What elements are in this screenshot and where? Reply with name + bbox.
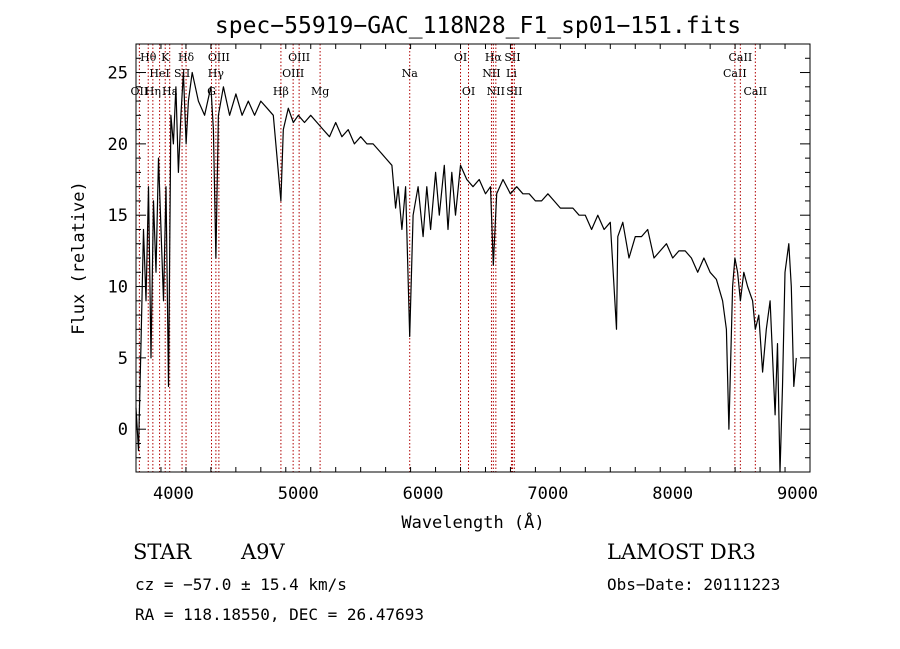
x-tick-label: 4000: [153, 484, 194, 504]
line-marker-label: Hθ: [140, 51, 157, 64]
line-marker-label: Hδ: [178, 51, 195, 64]
line-marker-label: Na: [402, 67, 419, 80]
line-marker-label: Hε: [162, 85, 178, 98]
line-marker-label: SII: [174, 67, 190, 80]
line-marker-label: OII: [131, 85, 149, 98]
x-tick-label: 5000: [278, 484, 319, 504]
line-marker-label: SII: [504, 51, 520, 64]
line-marker-label: SII: [506, 85, 522, 98]
x-tick-label: 9000: [777, 484, 818, 504]
spectrum-line: [135, 71, 797, 473]
survey-name: LAMOST DR3: [607, 540, 756, 564]
y-tick-label: 25: [108, 64, 128, 84]
observation-date: Obs−Date: 20111223: [607, 575, 781, 594]
line-marker-label: K: [161, 51, 170, 64]
line-marker-label: OIII: [282, 67, 304, 80]
y-tick-label: 0: [118, 420, 128, 440]
line-marker-label: CaII: [729, 51, 753, 64]
x-tick-label: 6000: [403, 484, 444, 504]
x-tick-label: 8000: [652, 484, 693, 504]
line-marker-label: OI: [454, 51, 467, 64]
object-class: STAR: [133, 540, 192, 564]
y-axis-label: Flux (relative): [69, 181, 89, 335]
line-marker-label: OIII: [208, 51, 230, 64]
line-marker-label: OI: [462, 85, 475, 98]
y-tick-label: 5: [118, 349, 128, 369]
object-subclass: A9V: [241, 540, 285, 564]
line-marker-label: Li: [506, 67, 517, 80]
line-marker-label: Hη: [145, 85, 161, 98]
x-tick-label: 7000: [527, 484, 568, 504]
chart-title: spec−55919−GAC_118N28_F1_sp01−151.fits: [215, 13, 741, 39]
y-tick-label: 15: [108, 206, 128, 226]
line-marker-label: Hβ: [273, 85, 289, 98]
radial-velocity: cz = −57.0 ± 15.4 km/s: [135, 575, 347, 594]
line-marker-label: Hα: [485, 51, 503, 64]
y-tick-label: 20: [108, 135, 128, 155]
y-tick-label: 10: [108, 278, 128, 298]
line-marker-label: NII: [487, 85, 505, 98]
line-marker-label: CaII: [743, 85, 767, 98]
line-marker-label: OIII: [288, 51, 310, 64]
line-marker-label: Mg: [311, 85, 329, 98]
line-marker-label: HeI: [149, 67, 169, 80]
line-marker-label: Hγ: [208, 67, 225, 80]
sky-coordinates: RA = 118.18550, DEC = 26.47693: [135, 605, 424, 624]
line-marker-label: NII: [482, 67, 500, 80]
plot-frame: [135, 43, 811, 473]
x-axis-label: Wavelength (Å): [401, 511, 544, 533]
line-marker-label: CaII: [723, 67, 747, 80]
